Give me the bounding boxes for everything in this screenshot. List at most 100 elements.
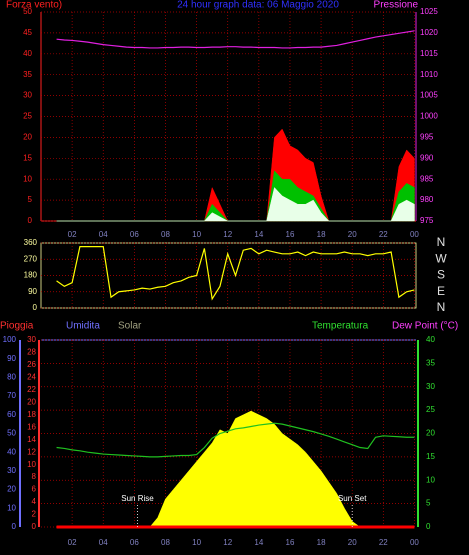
annotation: Sun Rise — [121, 494, 154, 503]
y-tick-label: 20 — [426, 429, 435, 438]
y-tick-label: 40 — [23, 49, 32, 58]
y-tick-label: 1015 — [420, 49, 438, 58]
annotation: Sun Set — [338, 494, 367, 503]
x-tick-label: 18 — [317, 538, 326, 547]
x-tick-label: 00 — [410, 230, 419, 239]
x-tick-label: 20 — [348, 538, 357, 547]
y-tick-label: 1005 — [420, 91, 438, 100]
y-tick-label: 16 — [27, 422, 36, 431]
y-tick-label: 20 — [7, 485, 16, 494]
axis-label: Pioggia — [0, 321, 34, 332]
y-tick-label: E — [437, 284, 445, 298]
chart-title: 24 hour graph data: 06 Maggio 2020 — [177, 0, 339, 11]
x-tick-label: 16 — [286, 230, 295, 239]
y-tick-label: S — [437, 268, 445, 282]
y-tick-label: 4 — [32, 497, 37, 506]
y-tick-label: N — [437, 235, 446, 249]
axis-label: Solar — [118, 321, 142, 332]
y-tick-label: 0 — [28, 216, 33, 225]
x-tick-label: 14 — [254, 230, 263, 239]
x-tick-label: 18 — [317, 230, 326, 239]
y-tick-label: 12 — [27, 447, 36, 456]
y-tick-label: 40 — [7, 447, 16, 456]
y-tick-label: 1010 — [420, 70, 438, 79]
y-tick-label: 0 — [426, 522, 431, 531]
y-tick-label: 30 — [27, 335, 36, 344]
y-tick-label: 60 — [7, 410, 16, 419]
y-tick-label: 0 — [33, 303, 38, 312]
y-tick-label: 995 — [420, 133, 434, 142]
y-tick-label: 28 — [27, 348, 36, 357]
y-tick-label: 35 — [426, 358, 435, 367]
y-tick-label: 990 — [420, 153, 434, 162]
y-tick-label: 90 — [7, 354, 16, 363]
x-tick-label: 14 — [254, 538, 263, 547]
y-tick-label: 8 — [32, 472, 37, 481]
y-tick-label: 50 — [23, 7, 32, 16]
y-tick-label: 0 — [12, 522, 17, 531]
y-tick-label: 1025 — [420, 7, 438, 16]
axis-label: Temperatura — [312, 321, 369, 332]
y-tick-label: 40 — [426, 335, 435, 344]
y-tick-label: 26 — [27, 360, 36, 369]
x-tick-label: 08 — [161, 230, 170, 239]
x-tick-label: 02 — [68, 230, 77, 239]
y-tick-label: 20 — [23, 133, 32, 142]
y-tick-label: 180 — [24, 271, 38, 280]
y-tick-label: 25 — [23, 112, 32, 121]
y-tick-label: 270 — [24, 254, 38, 263]
axis-label: Pressione — [374, 0, 419, 11]
y-tick-label: 30 — [23, 91, 32, 100]
x-tick-label: 06 — [130, 230, 139, 239]
x-tick-label: 22 — [379, 538, 388, 547]
x-tick-label: 16 — [286, 538, 295, 547]
y-tick-label: 975 — [420, 216, 434, 225]
line — [56, 246, 415, 301]
y-tick-label: 90 — [28, 287, 37, 296]
y-tick-label: 35 — [23, 70, 32, 79]
y-tick-label: N — [437, 300, 446, 314]
y-tick-label: 985 — [420, 174, 434, 183]
x-tick-label: 20 — [348, 230, 357, 239]
line — [56, 30, 415, 49]
y-tick-label: 1000 — [420, 112, 438, 121]
y-tick-label: 10 — [23, 174, 32, 183]
x-tick-label: 12 — [223, 230, 232, 239]
y-tick-label: 100 — [3, 335, 17, 344]
y-tick-label: 50 — [7, 429, 16, 438]
line — [56, 422, 415, 458]
y-tick-label: 24 — [27, 373, 36, 382]
area — [56, 187, 415, 222]
axis-label: Umidita — [66, 321, 100, 332]
y-tick-label: 0 — [32, 522, 37, 531]
x-tick-label: 00 — [410, 538, 419, 547]
y-tick-label: 5 — [28, 195, 33, 204]
y-tick-label: 10 — [7, 503, 16, 512]
x-tick-label: 12 — [223, 538, 232, 547]
axis-label: Dew Point (°C) — [392, 321, 458, 332]
y-tick-label: 15 — [23, 153, 32, 162]
y-tick-label: 70 — [7, 391, 16, 400]
y-tick-label: 360 — [24, 238, 38, 247]
y-tick-label: 5 — [426, 499, 431, 508]
x-tick-label: 04 — [99, 538, 108, 547]
y-tick-label: 30 — [426, 382, 435, 391]
x-tick-label: 10 — [192, 538, 201, 547]
y-tick-label: 6 — [32, 485, 37, 494]
y-tick-label: 980 — [420, 195, 434, 204]
y-tick-label: 1020 — [420, 28, 438, 37]
x-tick-label: 22 — [379, 230, 388, 239]
y-tick-label: W — [435, 251, 447, 265]
y-tick-label: 14 — [27, 435, 36, 444]
x-tick-label: 02 — [68, 538, 77, 547]
y-tick-label: 18 — [27, 410, 36, 419]
y-tick-label: 2 — [32, 510, 37, 519]
y-tick-label: 25 — [426, 405, 435, 414]
y-tick-label: 30 — [7, 466, 16, 475]
x-tick-label: 06 — [130, 538, 139, 547]
y-tick-label: 45 — [23, 28, 32, 37]
y-tick-label: 15 — [426, 452, 435, 461]
y-tick-label: 22 — [27, 385, 36, 394]
x-tick-label: 08 — [161, 538, 170, 547]
